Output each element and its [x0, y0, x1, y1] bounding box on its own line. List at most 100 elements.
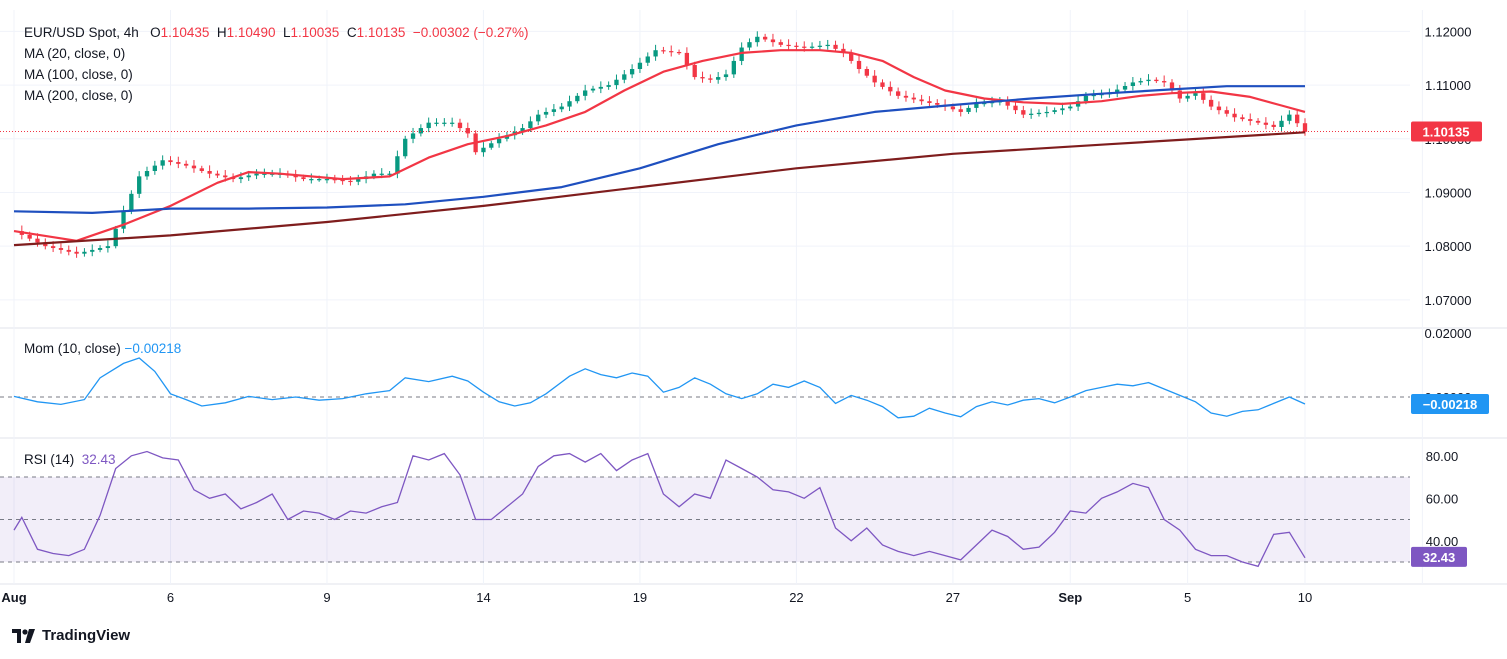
last-price-label: 1.10135 — [1423, 125, 1470, 140]
candle-up — [723, 74, 729, 78]
close-value: 1.10135 — [356, 25, 406, 40]
candle-down — [1232, 113, 1237, 118]
rsi-badge-label: 32.43 — [1423, 550, 1456, 565]
candle-down — [1201, 93, 1206, 100]
candle-up — [395, 156, 400, 174]
candle-up — [356, 179, 361, 182]
candle-up — [1193, 93, 1198, 96]
ma100-legend[interactable]: MA (100, close, 0) — [24, 67, 133, 82]
low-value: 1.10035 — [290, 25, 340, 40]
candle-down — [669, 51, 674, 53]
candle-up — [543, 111, 549, 115]
candle-up — [629, 69, 635, 75]
candle-down — [1005, 101, 1010, 106]
candle-up — [434, 122, 439, 124]
candle-up — [1185, 95, 1190, 99]
price-tick-label: 1.07000 — [1425, 293, 1472, 308]
candle-down — [849, 52, 854, 61]
candle-up — [1052, 110, 1057, 112]
candle-up — [481, 147, 486, 153]
tradingview-wordmark: TradingView — [42, 627, 131, 644]
time-tick-label: 14 — [476, 590, 490, 605]
candle-down — [950, 106, 956, 110]
candle-up — [238, 177, 244, 180]
rsi-legend[interactable]: RSI (14) 32.43 — [24, 452, 116, 467]
candle-up — [137, 176, 142, 194]
candle-up — [90, 249, 95, 252]
time-tick-label: 9 — [323, 590, 330, 605]
candle-up — [982, 103, 987, 105]
candle-up — [716, 77, 721, 80]
candle-up — [536, 114, 541, 122]
candle-up — [410, 133, 416, 139]
candle-up — [387, 173, 392, 175]
candle-up — [371, 173, 377, 177]
rsi-line — [13, 450, 1306, 568]
candle-down — [332, 179, 337, 181]
candle-down — [1224, 110, 1229, 114]
candle-down — [168, 160, 173, 163]
candle-up — [1115, 89, 1120, 94]
candle-down — [786, 44, 791, 47]
candle-up — [113, 228, 118, 247]
candle-up — [817, 45, 823, 47]
candle-down — [43, 242, 48, 247]
candle-down — [958, 109, 963, 112]
time-axis[interactable]: Aug 6 9 14 19 22 27 Sep 5 10 — [1, 590, 1312, 605]
candle-up — [1122, 86, 1128, 90]
candle-down — [692, 64, 697, 78]
rsi-tick-label: 40.00 — [1426, 534, 1459, 549]
candle-down — [1263, 122, 1269, 125]
candle-down — [794, 45, 799, 47]
time-tick-label: 27 — [946, 590, 960, 605]
price-pane[interactable] — [0, 31, 1410, 258]
candle-up — [974, 103, 979, 108]
time-tick-label: 19 — [633, 590, 647, 605]
candle-up — [144, 171, 150, 177]
candle-down — [1240, 117, 1245, 120]
mom-legend[interactable]: Mom (10, close) −0.00218 — [24, 341, 181, 356]
candle-down — [864, 69, 869, 76]
candle-down — [1271, 124, 1276, 127]
mom-badge — [1411, 393, 1489, 414]
candle-up — [637, 62, 643, 69]
candle-down — [935, 103, 940, 105]
candle-up — [316, 179, 322, 181]
candle-down — [1295, 114, 1300, 124]
candle-up — [606, 85, 611, 87]
candle-down — [58, 248, 64, 250]
candle-up — [1044, 111, 1049, 114]
candle-up — [528, 121, 533, 129]
candle-up — [622, 74, 627, 80]
price-axis[interactable]: 1.120001.110001.100001.090001.080001.070… — [1411, 24, 1489, 567]
candle-down — [183, 163, 189, 166]
time-tick-label: Sep — [1058, 590, 1082, 605]
mom-label: Mom (10, close) — [24, 341, 121, 356]
candle-up — [121, 211, 126, 229]
candle-up — [731, 60, 736, 75]
candle-down — [1248, 119, 1253, 121]
ma20-legend[interactable]: MA (20, close, 0) — [24, 46, 126, 61]
ma200-legend[interactable]: MA (200, close, 0) — [24, 88, 133, 103]
momentum-pane[interactable] — [0, 357, 1410, 419]
low-label: L — [282, 25, 291, 40]
candle-down — [927, 101, 932, 103]
candle-up — [1083, 95, 1089, 102]
time-tick-label: Aug — [1, 590, 26, 605]
change-value: −0.00302 (−0.27%) — [412, 25, 529, 40]
mom-badge-label: −0.00218 — [1423, 397, 1478, 412]
rsi-value: 32.43 — [81, 452, 116, 467]
ma200-line — [13, 131, 1306, 247]
tradingview-logo[interactable]: TradingView — [12, 627, 130, 644]
rsi-pane[interactable] — [0, 450, 1410, 568]
candle-up — [755, 36, 760, 43]
candle-down — [895, 91, 901, 96]
candle-down — [301, 177, 306, 180]
time-tick-label: 5 — [1184, 590, 1191, 605]
candle-up — [1028, 113, 1034, 115]
candle-down — [770, 39, 776, 43]
candle-down — [50, 246, 56, 249]
candle-up — [1146, 79, 1151, 82]
open-label: O — [150, 25, 161, 40]
